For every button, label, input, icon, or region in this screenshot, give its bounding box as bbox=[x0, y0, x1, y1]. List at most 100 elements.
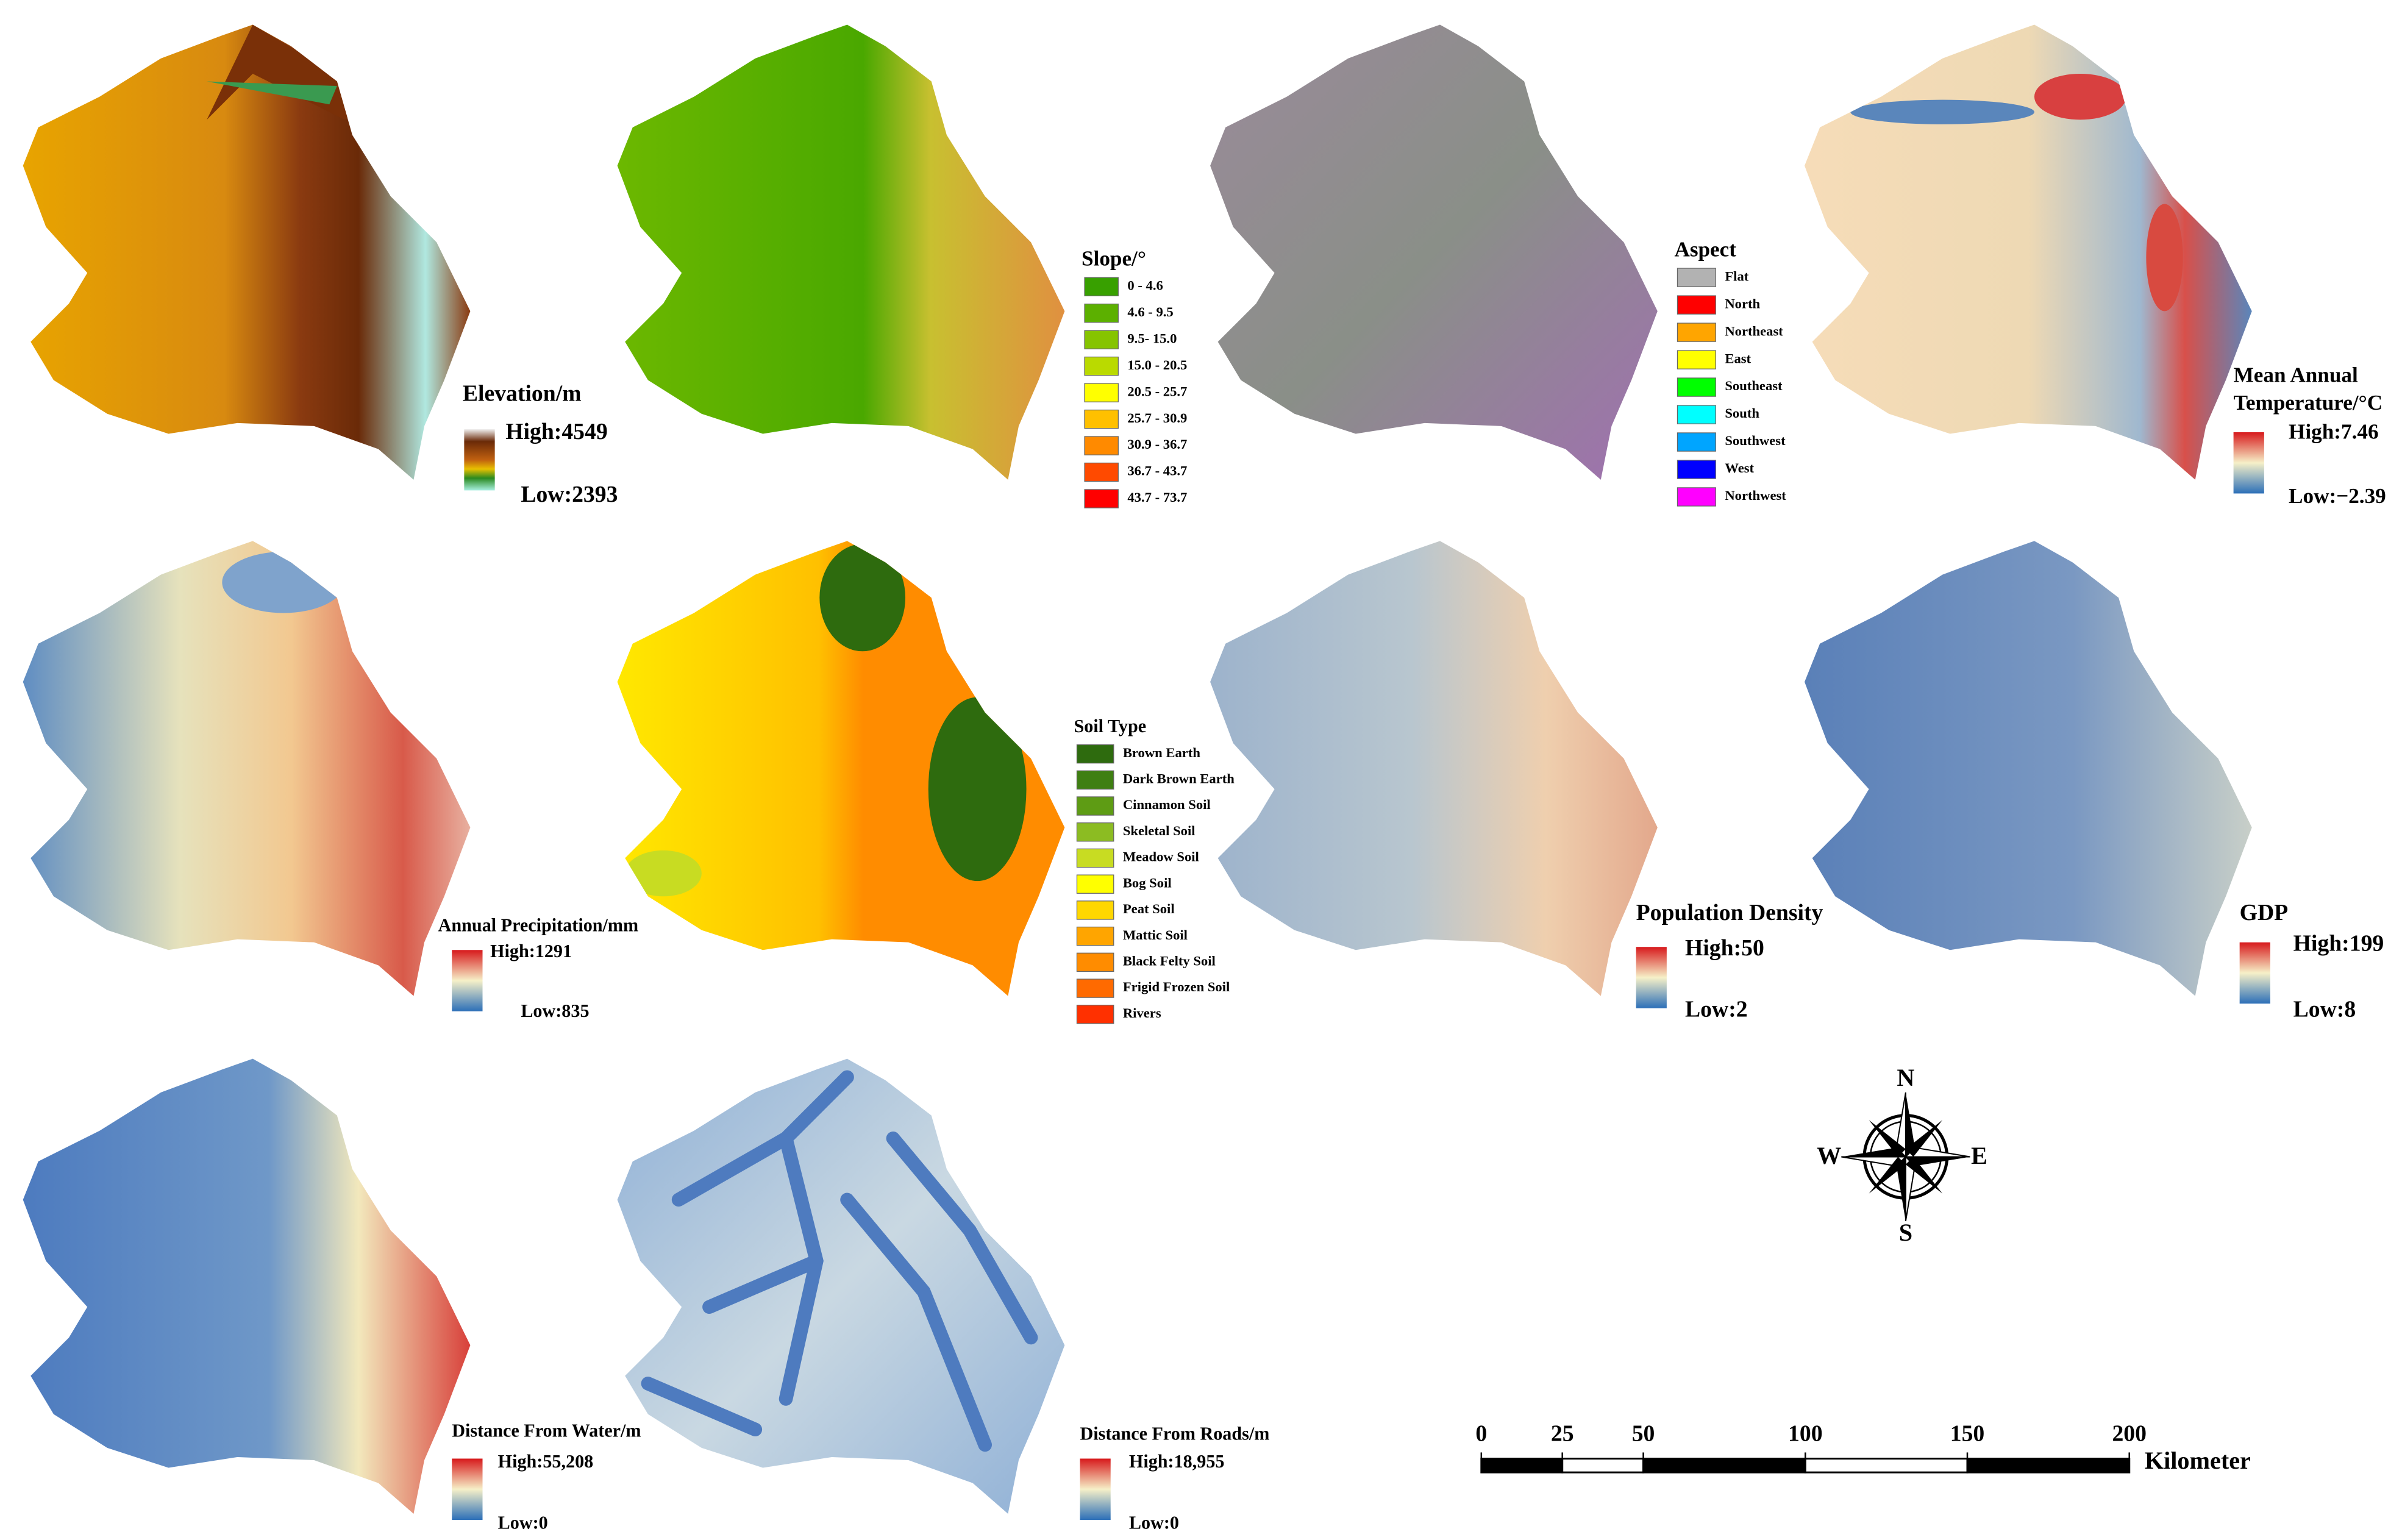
legend-swatch bbox=[1677, 460, 1716, 479]
scale-unit: Kilometer bbox=[2145, 1447, 2251, 1474]
legend-high: High:55,208 bbox=[498, 1451, 594, 1472]
legend-swatch bbox=[1076, 744, 1114, 764]
compass-north: N bbox=[1897, 1064, 1914, 1091]
gdp-map bbox=[1805, 541, 2252, 996]
scale-segment bbox=[1561, 1457, 1645, 1474]
scale-label: 100 bbox=[1788, 1421, 1823, 1446]
legend-swatch bbox=[1084, 409, 1119, 429]
water-distance-map bbox=[23, 1058, 471, 1514]
legend-label: Southeast bbox=[1725, 378, 1783, 393]
legend-ramp bbox=[452, 1458, 483, 1520]
legend-swatch bbox=[1677, 295, 1716, 315]
legend-label: Brown Earth bbox=[1123, 745, 1201, 760]
legend-swatch bbox=[1084, 436, 1119, 455]
legend-title: Soil Type bbox=[1074, 716, 1146, 736]
legend-title: Distance From Water/m bbox=[452, 1421, 641, 1441]
legend-swatch bbox=[1084, 277, 1119, 296]
legend-title: Mean Annual bbox=[2234, 363, 2358, 387]
temperature-map bbox=[1805, 24, 2252, 480]
legend-ramp bbox=[1636, 947, 1667, 1008]
legend-label: Northeast bbox=[1725, 323, 1783, 338]
legend-label: East bbox=[1725, 351, 1751, 366]
slope-map bbox=[617, 24, 1065, 480]
legend-label: 43.7 - 73.7 bbox=[1127, 490, 1187, 505]
legend-swatch bbox=[1076, 822, 1114, 842]
population-map bbox=[1210, 541, 1658, 996]
legend-label: Mattic Soil bbox=[1123, 927, 1188, 943]
legend-label: Peat Soil bbox=[1123, 901, 1175, 916]
precipitation-map bbox=[23, 541, 471, 996]
legend-label: 36.7 - 43.7 bbox=[1127, 463, 1187, 479]
legend-low: Low:8 bbox=[2293, 996, 2356, 1022]
legend-swatch bbox=[1076, 770, 1114, 790]
legend-label: Frigid Frozen Soil bbox=[1123, 979, 1230, 994]
scale-segment bbox=[1804, 1457, 1969, 1474]
elevation-map bbox=[23, 24, 471, 480]
legend-title: Slope/° bbox=[1082, 247, 1146, 271]
legend-high: High:4549 bbox=[505, 419, 608, 444]
legend-swatch bbox=[1076, 979, 1114, 998]
legend-swatch bbox=[1677, 323, 1716, 342]
legend-label: Southwest bbox=[1725, 433, 1786, 448]
legend-swatch bbox=[1076, 952, 1114, 972]
legend-low: Low:0 bbox=[1129, 1512, 1179, 1533]
legend-high: High:199 bbox=[2293, 930, 2384, 956]
compass-east: E bbox=[1971, 1142, 1987, 1169]
legend-swatch bbox=[1677, 350, 1716, 369]
legend-ramp bbox=[1080, 1458, 1111, 1520]
legend-high: High:18,955 bbox=[1129, 1451, 1225, 1472]
legend-low: Low:2393 bbox=[521, 482, 618, 507]
legend-title: Distance From Roads/m bbox=[1080, 1424, 1269, 1444]
legend-swatch bbox=[1084, 303, 1119, 323]
legend-label: 0 - 4.6 bbox=[1127, 277, 1163, 293]
legend-title: Annual Precipitation/mm bbox=[438, 914, 639, 935]
legend-swatch bbox=[1076, 874, 1114, 894]
legend-title: GDP bbox=[2240, 900, 2289, 925]
legend-title: Elevation/m bbox=[463, 380, 582, 406]
legend-low: Low:835 bbox=[521, 1000, 589, 1021]
legend-swatch bbox=[1076, 796, 1114, 816]
legend-swatch bbox=[1084, 462, 1119, 482]
legend-label: Flat bbox=[1725, 268, 1748, 283]
legend-label: 30.9 - 36.7 bbox=[1127, 437, 1187, 452]
legend-ramp bbox=[2233, 432, 2264, 494]
scale-label: 150 bbox=[1950, 1421, 1985, 1446]
legend-swatch bbox=[1677, 405, 1716, 424]
legend-swatch bbox=[1076, 900, 1114, 920]
legend-label: Bog Soil bbox=[1123, 875, 1172, 890]
legend-label: South bbox=[1725, 405, 1759, 421]
legend-label: Cinnamon Soil bbox=[1123, 797, 1211, 812]
scale-label: 25 bbox=[1551, 1421, 1574, 1446]
scale-label: 200 bbox=[2112, 1421, 2147, 1446]
legend-swatch bbox=[1084, 356, 1119, 376]
compass-rose: N S W E bbox=[1817, 1064, 1987, 1246]
legend-swatch bbox=[1677, 377, 1716, 397]
legend-title: Temperature/°C bbox=[2234, 391, 2383, 415]
legend-swatch bbox=[1076, 848, 1114, 868]
scale-segment bbox=[1966, 1457, 2131, 1474]
legend-swatch bbox=[1076, 1005, 1114, 1024]
legend-swatch bbox=[1677, 268, 1716, 287]
legend-swatch bbox=[1084, 383, 1119, 402]
scale-label: 0 bbox=[1475, 1421, 1487, 1446]
scale-label: 50 bbox=[1632, 1421, 1655, 1446]
aspect-map bbox=[1210, 24, 1658, 480]
legend-high: High:7.46 bbox=[2289, 420, 2378, 444]
legend-ramp bbox=[452, 950, 483, 1011]
legend-label: 25.7 - 30.9 bbox=[1127, 410, 1187, 426]
legend-ramp bbox=[2239, 942, 2270, 1004]
compass-west: W bbox=[1817, 1142, 1841, 1169]
legend-label: North bbox=[1725, 296, 1760, 311]
legend-low: Low:0 bbox=[498, 1512, 548, 1533]
soil-map bbox=[617, 541, 1065, 996]
legend-swatch bbox=[1677, 487, 1716, 507]
legend-swatch bbox=[1084, 489, 1119, 508]
legend-label: Black Felty Soil bbox=[1123, 954, 1216, 969]
legend-label: 20.5 - 25.7 bbox=[1127, 383, 1187, 399]
legend-label: Skeletal Soil bbox=[1123, 823, 1196, 838]
legend-label: 15.0 - 20.5 bbox=[1127, 357, 1187, 373]
legend-title: Population Density bbox=[1636, 900, 1823, 925]
legend-swatch bbox=[1677, 432, 1716, 452]
